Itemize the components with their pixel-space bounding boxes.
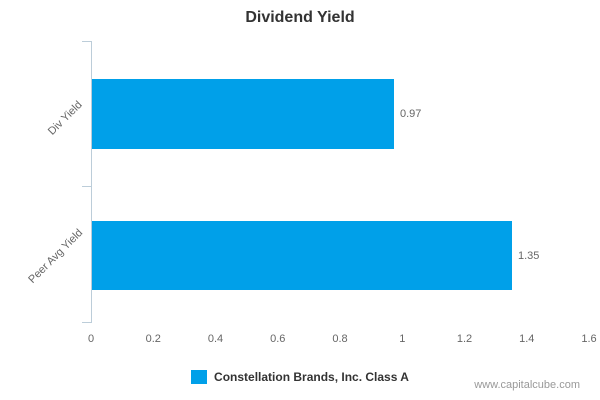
category-label-peer-avg-yield: Peer Avg Yield <box>25 226 85 286</box>
y-axis-tick-middle <box>82 186 91 187</box>
x-axis-tick-label: 0 <box>87 333 95 345</box>
x-axis-tick-label: 1.4 <box>519 333 535 345</box>
x-axis-tick-label: 0.2 <box>145 333 161 345</box>
x-axis-tick-label: 0.6 <box>270 333 286 345</box>
y-axis-tick-bottom <box>82 322 91 323</box>
legend-label: Constellation Brands, Inc. Class A <box>214 370 409 384</box>
x-axis-tick-label: 0.8 <box>332 333 348 345</box>
legend[interactable]: Constellation Brands, Inc. Class A <box>0 370 600 384</box>
watermark: www.capitalcube.com <box>474 379 580 391</box>
x-axis-tick-label: 1 <box>399 333 406 345</box>
chart-title: Dividend Yield <box>245 9 355 26</box>
bar-div-yield[interactable] <box>92 79 394 149</box>
bar-value-label-peer-avg-yield: 1.35 <box>518 250 540 262</box>
x-axis-tick-label: 1.2 <box>456 333 473 345</box>
x-axis-tick-label: 0.4 <box>207 333 224 345</box>
legend-swatch <box>191 370 208 384</box>
category-label-div-yield: Div Yield <box>46 98 85 138</box>
y-axis-line <box>91 41 92 323</box>
x-axis-tick-label: 1.6 <box>581 333 597 345</box>
bar-peer-avg-yield[interactable] <box>92 221 512 290</box>
bar-value-label-div-yield: 0.97 <box>400 108 422 120</box>
y-axis-tick-top <box>82 41 91 42</box>
